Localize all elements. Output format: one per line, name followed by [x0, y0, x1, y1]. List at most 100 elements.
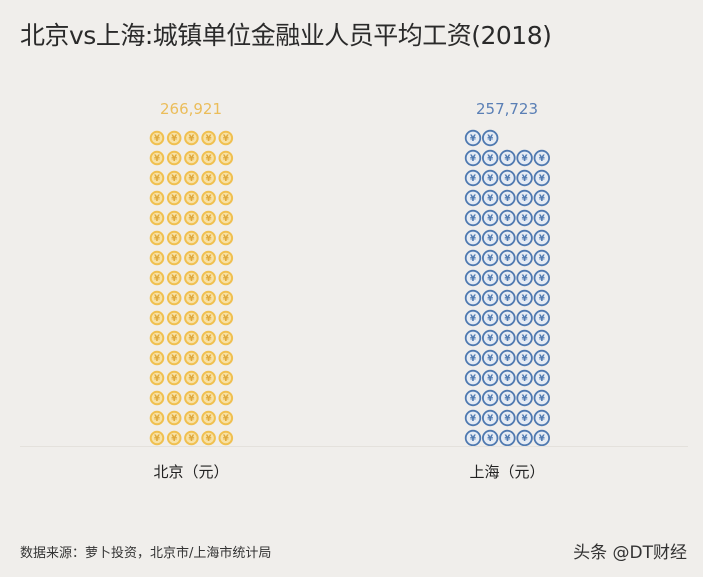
- coin-icon-beijing: ¥: [201, 430, 216, 446]
- coin-icon-shanghai: ¥: [533, 309, 551, 327]
- svg-text:¥: ¥: [470, 154, 476, 164]
- coin-icon-beijing: ¥: [166, 210, 182, 226]
- svg-text:¥: ¥: [504, 234, 510, 244]
- svg-text:¥: ¥: [470, 234, 476, 244]
- coin-icon-shanghai: ¥: [482, 429, 499, 447]
- coin-icon-beijing: ¥: [149, 230, 165, 246]
- svg-text:¥: ¥: [154, 394, 160, 404]
- coin-icon-shanghai: ¥: [464, 229, 482, 247]
- coin-icon-beijing: ¥: [218, 270, 234, 286]
- coin-icon-beijing: ¥: [166, 370, 182, 386]
- svg-text:¥: ¥: [206, 214, 212, 224]
- coin-icon-shanghai: ¥: [516, 249, 533, 267]
- svg-text:¥: ¥: [487, 254, 493, 264]
- coin-icon-shanghai: ¥: [482, 389, 499, 407]
- svg-text:¥: ¥: [470, 214, 476, 224]
- svg-text:¥: ¥: [154, 274, 160, 284]
- coin-icon-shanghai: ¥: [482, 149, 499, 167]
- coin-icon-shanghai: ¥: [516, 369, 533, 387]
- svg-text:¥: ¥: [171, 294, 177, 304]
- coin-icon-beijing: ¥: [218, 370, 234, 386]
- coin-icon-shanghai: ¥: [516, 229, 533, 247]
- svg-text:¥: ¥: [470, 294, 476, 304]
- svg-text:¥: ¥: [223, 414, 229, 424]
- svg-text:¥: ¥: [223, 274, 229, 284]
- coin-icon-shanghai: ¥: [464, 389, 482, 407]
- svg-text:¥: ¥: [206, 394, 212, 404]
- svg-text:¥: ¥: [504, 434, 510, 444]
- coin-icon-beijing: ¥: [166, 230, 182, 246]
- svg-text:¥: ¥: [522, 234, 528, 244]
- svg-text:¥: ¥: [539, 354, 545, 364]
- svg-text:¥: ¥: [487, 234, 493, 244]
- coin-icon-beijing: ¥: [166, 150, 182, 166]
- svg-text:¥: ¥: [487, 194, 493, 204]
- svg-text:¥: ¥: [154, 374, 160, 384]
- coin-icon-beijing: ¥: [201, 150, 216, 166]
- svg-text:¥: ¥: [171, 254, 177, 264]
- svg-text:¥: ¥: [188, 294, 194, 304]
- coin-icon-beijing: ¥: [184, 410, 199, 426]
- svg-text:¥: ¥: [154, 134, 160, 144]
- coin-icon-beijing: ¥: [166, 390, 182, 406]
- svg-text:¥: ¥: [206, 174, 212, 184]
- svg-text:¥: ¥: [504, 394, 510, 404]
- coin-icon-shanghai: ¥: [464, 429, 482, 447]
- coin-icon-beijing: ¥: [149, 130, 165, 146]
- coin-icon-beijing: ¥: [149, 370, 165, 386]
- svg-text:¥: ¥: [539, 394, 545, 404]
- coin-icon-beijing: ¥: [184, 170, 199, 186]
- svg-text:¥: ¥: [539, 414, 545, 424]
- svg-text:¥: ¥: [487, 214, 493, 224]
- coin-icon-shanghai: ¥: [482, 209, 499, 227]
- coin-icon-beijing: ¥: [218, 310, 234, 326]
- coin-icon-beijing: ¥: [149, 350, 165, 366]
- coin-icon-shanghai: ¥: [499, 429, 516, 447]
- svg-text:¥: ¥: [223, 354, 229, 364]
- coin-icon-beijing: ¥: [184, 150, 199, 166]
- svg-text:¥: ¥: [522, 174, 528, 184]
- coin-icon-beijing: ¥: [166, 330, 182, 346]
- coin-icon-shanghai: ¥: [499, 249, 516, 267]
- coin-icon-shanghai: ¥: [464, 169, 482, 187]
- svg-text:¥: ¥: [154, 354, 160, 364]
- svg-text:¥: ¥: [223, 394, 229, 404]
- coin-icon-beijing: ¥: [201, 330, 216, 346]
- coin-icon-beijing: ¥: [149, 310, 165, 326]
- svg-text:¥: ¥: [504, 254, 510, 264]
- coin-icon-shanghai: ¥: [482, 309, 499, 327]
- svg-text:¥: ¥: [522, 354, 528, 364]
- coin-icon-shanghai: ¥: [499, 409, 516, 427]
- coin-icon-shanghai: ¥: [464, 189, 482, 207]
- coin-icon-beijing: ¥: [184, 250, 199, 266]
- svg-text:¥: ¥: [154, 294, 160, 304]
- svg-text:¥: ¥: [154, 334, 160, 344]
- svg-text:¥: ¥: [171, 334, 177, 344]
- svg-text:¥: ¥: [206, 254, 212, 264]
- coin-icon-beijing: ¥: [149, 330, 165, 346]
- coin-icon-beijing: ¥: [201, 170, 216, 186]
- svg-text:¥: ¥: [154, 154, 160, 164]
- svg-text:¥: ¥: [188, 254, 194, 264]
- svg-text:¥: ¥: [223, 254, 229, 264]
- coin-icon-beijing: ¥: [201, 250, 216, 266]
- svg-text:¥: ¥: [487, 414, 493, 424]
- coin-icon-shanghai: ¥: [533, 189, 551, 207]
- svg-text:¥: ¥: [539, 254, 545, 264]
- svg-text:¥: ¥: [487, 434, 493, 444]
- coin-icon-beijing: ¥: [218, 130, 234, 146]
- coin-icon-shanghai: ¥: [482, 189, 499, 207]
- svg-text:¥: ¥: [522, 314, 528, 324]
- svg-text:¥: ¥: [188, 154, 194, 164]
- svg-text:¥: ¥: [504, 374, 510, 384]
- coin-icon-beijing: ¥: [184, 330, 199, 346]
- watermark: 头条 @DT财经: [573, 543, 687, 563]
- coin-icon-shanghai: ¥: [533, 409, 551, 427]
- svg-text:¥: ¥: [539, 314, 545, 324]
- svg-text:¥: ¥: [223, 174, 229, 184]
- coin-icon-beijing: ¥: [166, 130, 182, 146]
- svg-text:¥: ¥: [171, 394, 177, 404]
- coin-icon-shanghai: ¥: [482, 369, 499, 387]
- svg-text:¥: ¥: [504, 274, 510, 284]
- coin-icon-shanghai: ¥: [464, 349, 482, 367]
